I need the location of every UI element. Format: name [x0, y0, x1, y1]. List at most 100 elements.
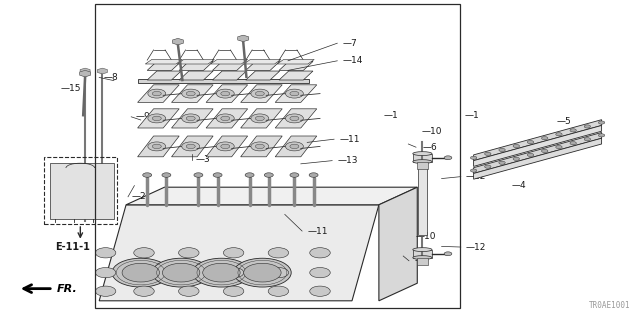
Circle shape — [290, 144, 299, 148]
Polygon shape — [172, 85, 213, 102]
Polygon shape — [50, 163, 114, 219]
Polygon shape — [138, 109, 179, 128]
Circle shape — [182, 89, 200, 98]
Polygon shape — [212, 61, 246, 70]
Circle shape — [182, 114, 200, 123]
Circle shape — [244, 263, 281, 282]
Polygon shape — [177, 60, 214, 64]
Text: —3: —3 — [195, 156, 210, 164]
Text: —8: —8 — [104, 73, 118, 82]
Ellipse shape — [413, 160, 432, 164]
Circle shape — [570, 141, 577, 145]
Polygon shape — [206, 85, 248, 102]
Polygon shape — [145, 60, 182, 64]
Circle shape — [290, 91, 299, 96]
Circle shape — [122, 263, 159, 282]
Bar — [95, 4, 460, 308]
Circle shape — [268, 268, 289, 278]
Circle shape — [541, 137, 548, 140]
Polygon shape — [241, 136, 282, 157]
Circle shape — [527, 153, 534, 156]
Polygon shape — [379, 187, 417, 301]
Polygon shape — [279, 61, 313, 70]
Circle shape — [148, 89, 166, 98]
Circle shape — [499, 148, 505, 152]
Text: —9: —9 — [136, 112, 150, 121]
Polygon shape — [474, 120, 602, 161]
Circle shape — [584, 138, 591, 141]
Circle shape — [268, 286, 289, 296]
Bar — [44, 157, 117, 224]
Polygon shape — [138, 85, 179, 102]
Polygon shape — [211, 60, 248, 64]
Polygon shape — [241, 109, 282, 128]
Bar — [138, 79, 309, 83]
Polygon shape — [244, 60, 281, 64]
Text: —15: —15 — [61, 84, 81, 93]
Circle shape — [285, 114, 303, 123]
Circle shape — [556, 146, 562, 149]
Circle shape — [223, 268, 244, 278]
Circle shape — [95, 248, 116, 258]
Circle shape — [193, 258, 250, 287]
Circle shape — [264, 173, 273, 177]
Circle shape — [134, 248, 154, 258]
Polygon shape — [275, 136, 317, 157]
Circle shape — [148, 114, 166, 123]
Circle shape — [541, 149, 548, 153]
Circle shape — [152, 91, 161, 96]
Circle shape — [134, 268, 154, 278]
Text: —12: —12 — [466, 172, 486, 181]
Text: —1: —1 — [465, 111, 479, 120]
Circle shape — [234, 258, 291, 287]
Circle shape — [584, 125, 591, 128]
Ellipse shape — [413, 256, 432, 260]
Circle shape — [186, 116, 195, 121]
Text: —10: —10 — [421, 127, 442, 136]
Bar — [413, 250, 432, 258]
Circle shape — [163, 263, 200, 282]
Text: FR.: FR. — [56, 284, 77, 294]
Circle shape — [223, 248, 244, 258]
Polygon shape — [99, 205, 379, 301]
Circle shape — [444, 252, 452, 256]
Polygon shape — [147, 61, 181, 70]
Polygon shape — [172, 109, 213, 128]
Circle shape — [216, 114, 234, 123]
Circle shape — [310, 286, 330, 296]
Circle shape — [255, 144, 264, 148]
Circle shape — [470, 169, 477, 172]
Circle shape — [570, 129, 577, 132]
Circle shape — [213, 173, 222, 177]
Polygon shape — [212, 71, 246, 80]
Text: —13: —13 — [338, 156, 358, 165]
Circle shape — [310, 248, 330, 258]
Circle shape — [513, 157, 520, 160]
Circle shape — [173, 39, 183, 44]
Polygon shape — [474, 138, 602, 179]
Bar — [413, 154, 432, 162]
Polygon shape — [179, 61, 213, 70]
Circle shape — [152, 144, 161, 148]
Circle shape — [223, 286, 244, 296]
Circle shape — [80, 71, 90, 76]
Circle shape — [245, 173, 254, 177]
Text: —6: —6 — [422, 143, 437, 152]
Circle shape — [216, 89, 234, 98]
Circle shape — [268, 248, 289, 258]
Bar — [417, 258, 428, 265]
Circle shape — [152, 116, 161, 121]
Polygon shape — [206, 109, 248, 128]
Polygon shape — [275, 85, 317, 102]
Polygon shape — [138, 136, 179, 157]
Circle shape — [285, 142, 303, 151]
Polygon shape — [179, 71, 213, 80]
Circle shape — [221, 144, 230, 148]
Circle shape — [221, 91, 230, 96]
Circle shape — [162, 173, 171, 177]
Polygon shape — [126, 187, 417, 205]
Circle shape — [216, 142, 234, 151]
Circle shape — [470, 156, 477, 159]
Text: —14: —14 — [342, 56, 363, 65]
Circle shape — [95, 268, 116, 278]
